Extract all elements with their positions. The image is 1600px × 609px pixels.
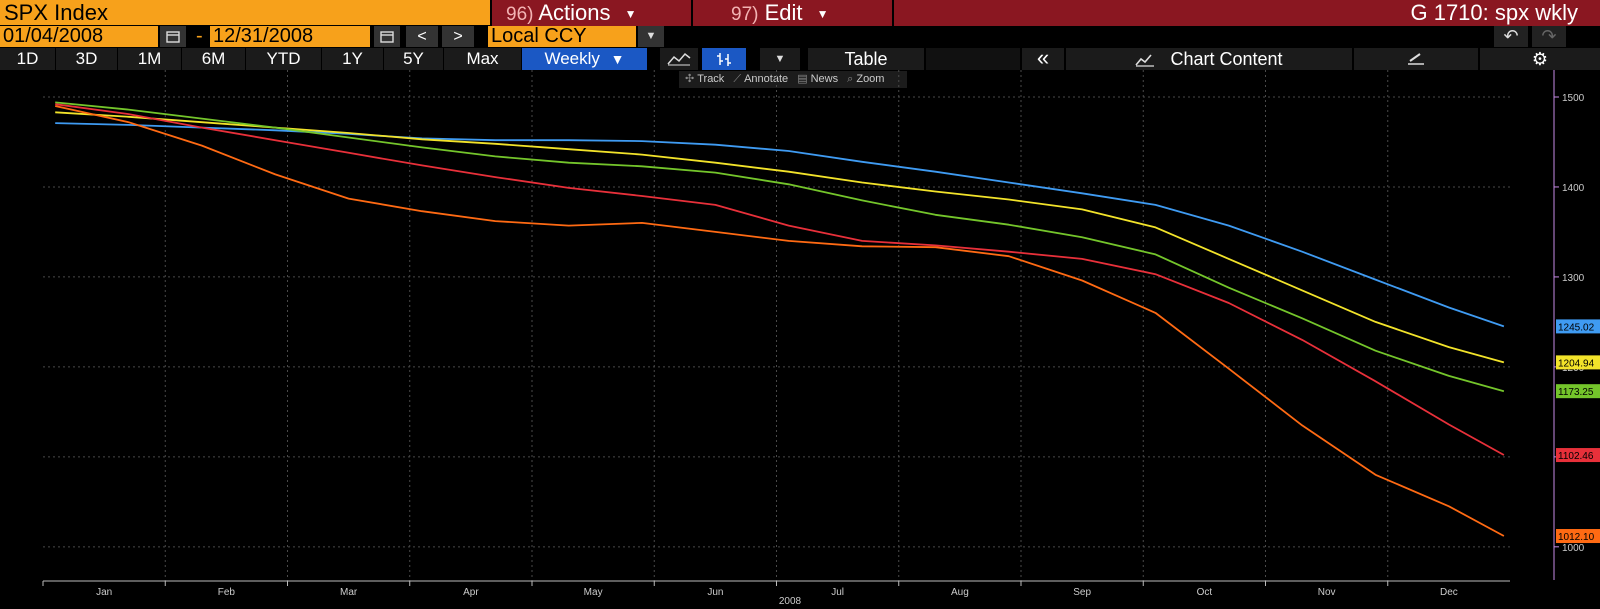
edit-number: 97)	[731, 4, 759, 25]
x-tick-label: Oct	[1197, 587, 1213, 598]
x-tick-label: Apr	[463, 587, 479, 598]
x-tick-label: Mar	[340, 587, 358, 598]
last-value-tags: 1245.02 1204.94 1173.25 1102.46 1012.10	[1556, 319, 1600, 544]
security-ticker[interactable]: SPX Index	[0, 0, 490, 25]
period-6m[interactable]: 6M	[182, 48, 246, 70]
chevron-down-icon[interactable]: ▼	[760, 48, 800, 70]
x-tick-label: Feb	[218, 587, 236, 598]
period-5y[interactable]: 5Y	[384, 48, 444, 70]
edit-button[interactable]: 97) Edit ▼	[693, 0, 892, 26]
actions-label: Actions	[538, 0, 611, 25]
undo-icon[interactable]: ↶	[1494, 26, 1528, 47]
series-line-red[interactable]	[55, 103, 1505, 456]
y-tick-label: 1300	[1562, 273, 1585, 284]
line-chart[interactable]: Jan Feb Mar Apr May Jun Jul Aug Sep Oct Nov Dec 100…	[0, 70, 1600, 609]
x-tick-label: Aug	[951, 587, 969, 598]
period-1m[interactable]: 1M	[118, 48, 182, 70]
period-1y[interactable]: 1Y	[322, 48, 384, 70]
chevron-down-icon[interactable]: ▼	[638, 26, 664, 47]
period-max[interactable]: Max	[444, 48, 522, 70]
calendar-icon[interactable]	[160, 26, 186, 47]
line-chart-icon[interactable]	[660, 48, 698, 70]
toolbar-row: 1D 3D 1M 6M YTD 1Y 5Y Max Weekly ▼ ▼ Tab…	[0, 47, 1600, 70]
last-value-label: 1102.46	[1558, 451, 1594, 462]
table-button[interactable]: Table	[808, 48, 924, 70]
x-ticks: Jan Feb Mar Apr May Jun Jul Aug Sep Oct Nov Dec	[42, 581, 1458, 598]
x-tick-label: Jul	[831, 587, 844, 598]
chart-axes	[43, 70, 1555, 582]
chevron-down-icon: ▼	[624, 6, 637, 21]
chart-content-icon	[1135, 49, 1170, 69]
chart-title: G 1710: spx wkly	[894, 0, 1600, 26]
actions-number: 96)	[506, 4, 534, 25]
last-value-tag-blue: 1245.02	[1556, 319, 1600, 334]
currency-select[interactable]: Local CCY	[488, 26, 636, 47]
edit-chart-icon[interactable]	[1354, 48, 1478, 70]
x-tick-label: Nov	[1318, 587, 1336, 598]
gear-icon[interactable]: ⚙	[1480, 48, 1600, 70]
x-tick-label: Jun	[707, 587, 723, 598]
last-value-tag-yellow: 1204.94	[1556, 355, 1600, 370]
actions-button[interactable]: 96) Actions ▼	[492, 0, 691, 26]
x-tick-label: Sep	[1073, 587, 1091, 598]
x-tick-label: May	[584, 587, 603, 598]
start-date-field[interactable]: 01/04/2008	[0, 26, 158, 47]
track-tool[interactable]: Track	[697, 73, 725, 85]
period-ytd[interactable]: YTD	[246, 48, 322, 70]
last-value-label: 1204.94	[1558, 358, 1595, 369]
toolbar-spacer	[926, 48, 1020, 70]
last-value-tag-red: 1102.46	[1556, 448, 1600, 463]
next-period-button[interactable]: >	[442, 26, 474, 47]
annotate-tool[interactable]: Annotate	[744, 73, 789, 85]
title-row: SPX Index 96) Actions ▼ 97) Edit ▼ G 171…	[0, 0, 1600, 26]
series-line-blue[interactable]	[55, 122, 1505, 328]
frequency-label: Weekly	[544, 49, 600, 68]
bar-chart-icon[interactable]	[702, 48, 746, 70]
collapse-panel-button[interactable]: «	[1022, 47, 1064, 70]
chart-content-label: Chart Content	[1170, 49, 1283, 69]
series-group	[55, 101, 1505, 537]
crosshair-icon: ✣	[685, 73, 695, 85]
period-1d[interactable]: 1D	[0, 48, 56, 70]
zoom-tool[interactable]: Zoom	[856, 73, 885, 85]
redo-icon[interactable]: ↷	[1532, 26, 1566, 47]
calendar-icon[interactable]	[374, 26, 400, 47]
last-value-tag-orange: 1012.10	[1556, 529, 1600, 544]
last-value-label: 1012.10	[1558, 532, 1595, 543]
prev-period-button[interactable]: <	[406, 26, 438, 47]
chevron-down-icon: ▼	[816, 6, 829, 21]
series-line-orange[interactable]	[55, 105, 1505, 537]
series-line-green[interactable]	[55, 101, 1505, 393]
zoom-icon: ⌕	[847, 73, 854, 85]
period-3d[interactable]: 3D	[56, 48, 118, 70]
end-date-field[interactable]: 12/31/2008	[210, 26, 370, 47]
y-tick-label: 1400	[1562, 183, 1585, 194]
series-line-yellow[interactable]	[55, 111, 1505, 364]
frequency-select[interactable]: Weekly ▼	[522, 48, 648, 70]
y-tick-label: 1500	[1562, 93, 1585, 104]
date-row: 01/04/2008 - 12/31/2008 < > Local CCY ▼ …	[0, 25, 1600, 48]
chart-content-button[interactable]: Chart Content	[1066, 48, 1352, 70]
news-tool[interactable]: News	[810, 73, 839, 85]
x-tick-label: Dec	[1440, 587, 1458, 598]
annotate-icon: ⟋	[733, 73, 742, 85]
date-separator: -	[196, 25, 203, 47]
x-axis-label: 2008	[779, 596, 802, 607]
last-value-tag-green: 1173.25	[1556, 384, 1600, 399]
x-tick-label: Jan	[96, 587, 112, 598]
y-tick-label: 1000	[1562, 543, 1585, 554]
last-value-label: 1173.25	[1558, 387, 1594, 398]
edit-label: Edit	[764, 0, 803, 25]
chevron-down-icon: ▼	[610, 51, 625, 67]
chart-grid	[43, 70, 1510, 581]
news-icon: ▤	[797, 73, 808, 85]
chart-tools-bar: ✣ Track ⟋ Annotate ▤ News ⌕ Zoom	[679, 71, 907, 88]
last-value-label: 1245.02	[1558, 322, 1595, 333]
